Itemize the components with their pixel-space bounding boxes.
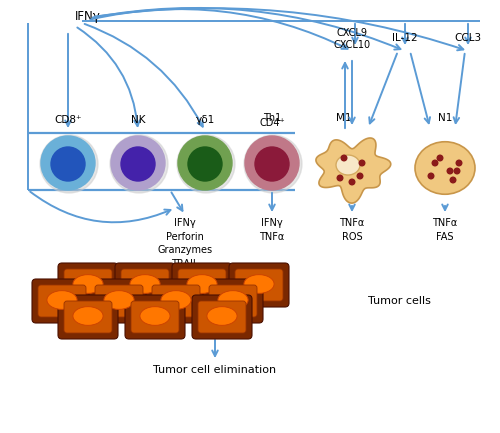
Text: CD4⁺: CD4⁺ (259, 118, 285, 128)
Circle shape (456, 160, 462, 166)
FancyBboxPatch shape (115, 263, 175, 307)
Ellipse shape (140, 307, 170, 325)
Circle shape (359, 160, 365, 166)
Text: IFNγ: IFNγ (75, 10, 101, 23)
FancyBboxPatch shape (203, 279, 263, 323)
FancyBboxPatch shape (198, 301, 246, 333)
FancyBboxPatch shape (235, 269, 283, 301)
Circle shape (111, 136, 165, 190)
FancyBboxPatch shape (64, 269, 112, 301)
Ellipse shape (336, 155, 360, 175)
Circle shape (454, 168, 460, 174)
Circle shape (177, 135, 235, 193)
FancyBboxPatch shape (89, 279, 149, 323)
FancyBboxPatch shape (209, 285, 257, 317)
Circle shape (244, 135, 302, 193)
Circle shape (450, 177, 456, 183)
Text: γδ1: γδ1 (196, 115, 214, 125)
Circle shape (245, 136, 299, 190)
Ellipse shape (244, 275, 274, 294)
Ellipse shape (104, 291, 134, 309)
FancyBboxPatch shape (178, 269, 226, 301)
Ellipse shape (218, 291, 248, 309)
Circle shape (188, 147, 222, 181)
Circle shape (349, 179, 355, 185)
Circle shape (255, 147, 289, 181)
Text: TNFα
FAS: TNFα FAS (432, 218, 458, 242)
FancyBboxPatch shape (146, 279, 206, 323)
Ellipse shape (47, 291, 77, 309)
Text: CXCL9
CXCL10: CXCL9 CXCL10 (334, 28, 370, 50)
Ellipse shape (415, 142, 475, 194)
FancyBboxPatch shape (58, 263, 118, 307)
Text: NK: NK (131, 115, 145, 125)
Ellipse shape (73, 275, 103, 294)
Text: CD8⁺: CD8⁺ (54, 115, 82, 125)
FancyBboxPatch shape (192, 295, 252, 339)
FancyBboxPatch shape (38, 285, 86, 317)
Circle shape (178, 136, 232, 190)
Circle shape (341, 155, 347, 161)
Circle shape (337, 175, 343, 181)
Circle shape (447, 168, 453, 174)
Text: Tumor cells: Tumor cells (368, 296, 431, 306)
Text: IL-12: IL-12 (392, 33, 418, 43)
Text: IFNγ
Perforin
Granzymes
TRAIL
FAS: IFNγ Perforin Granzymes TRAIL FAS (158, 218, 212, 282)
Circle shape (437, 155, 443, 161)
FancyBboxPatch shape (64, 301, 112, 333)
FancyBboxPatch shape (131, 301, 179, 333)
Polygon shape (316, 138, 390, 203)
Circle shape (432, 160, 438, 166)
Ellipse shape (207, 307, 237, 325)
FancyBboxPatch shape (121, 269, 169, 301)
Circle shape (41, 136, 95, 190)
Ellipse shape (187, 275, 217, 294)
Circle shape (110, 135, 168, 193)
FancyBboxPatch shape (95, 285, 143, 317)
Text: N1: N1 (438, 113, 452, 123)
Text: IFNγ
TNFα: IFNγ TNFα (260, 218, 284, 242)
Ellipse shape (161, 291, 191, 309)
FancyBboxPatch shape (58, 295, 118, 339)
Text: TNFα
ROS: TNFα ROS (340, 218, 364, 242)
Ellipse shape (73, 307, 103, 325)
Text: Tumor cell elimination: Tumor cell elimination (154, 365, 276, 375)
FancyBboxPatch shape (172, 263, 232, 307)
FancyBboxPatch shape (152, 285, 200, 317)
Text: M1: M1 (336, 113, 352, 123)
FancyBboxPatch shape (125, 295, 185, 339)
FancyBboxPatch shape (32, 279, 92, 323)
Circle shape (428, 173, 434, 179)
Text: CCL3: CCL3 (454, 33, 481, 43)
Text: Th1: Th1 (263, 113, 281, 123)
Circle shape (40, 135, 98, 193)
Circle shape (357, 173, 363, 179)
Circle shape (121, 147, 155, 181)
Circle shape (51, 147, 85, 181)
Ellipse shape (130, 275, 160, 294)
FancyBboxPatch shape (229, 263, 289, 307)
